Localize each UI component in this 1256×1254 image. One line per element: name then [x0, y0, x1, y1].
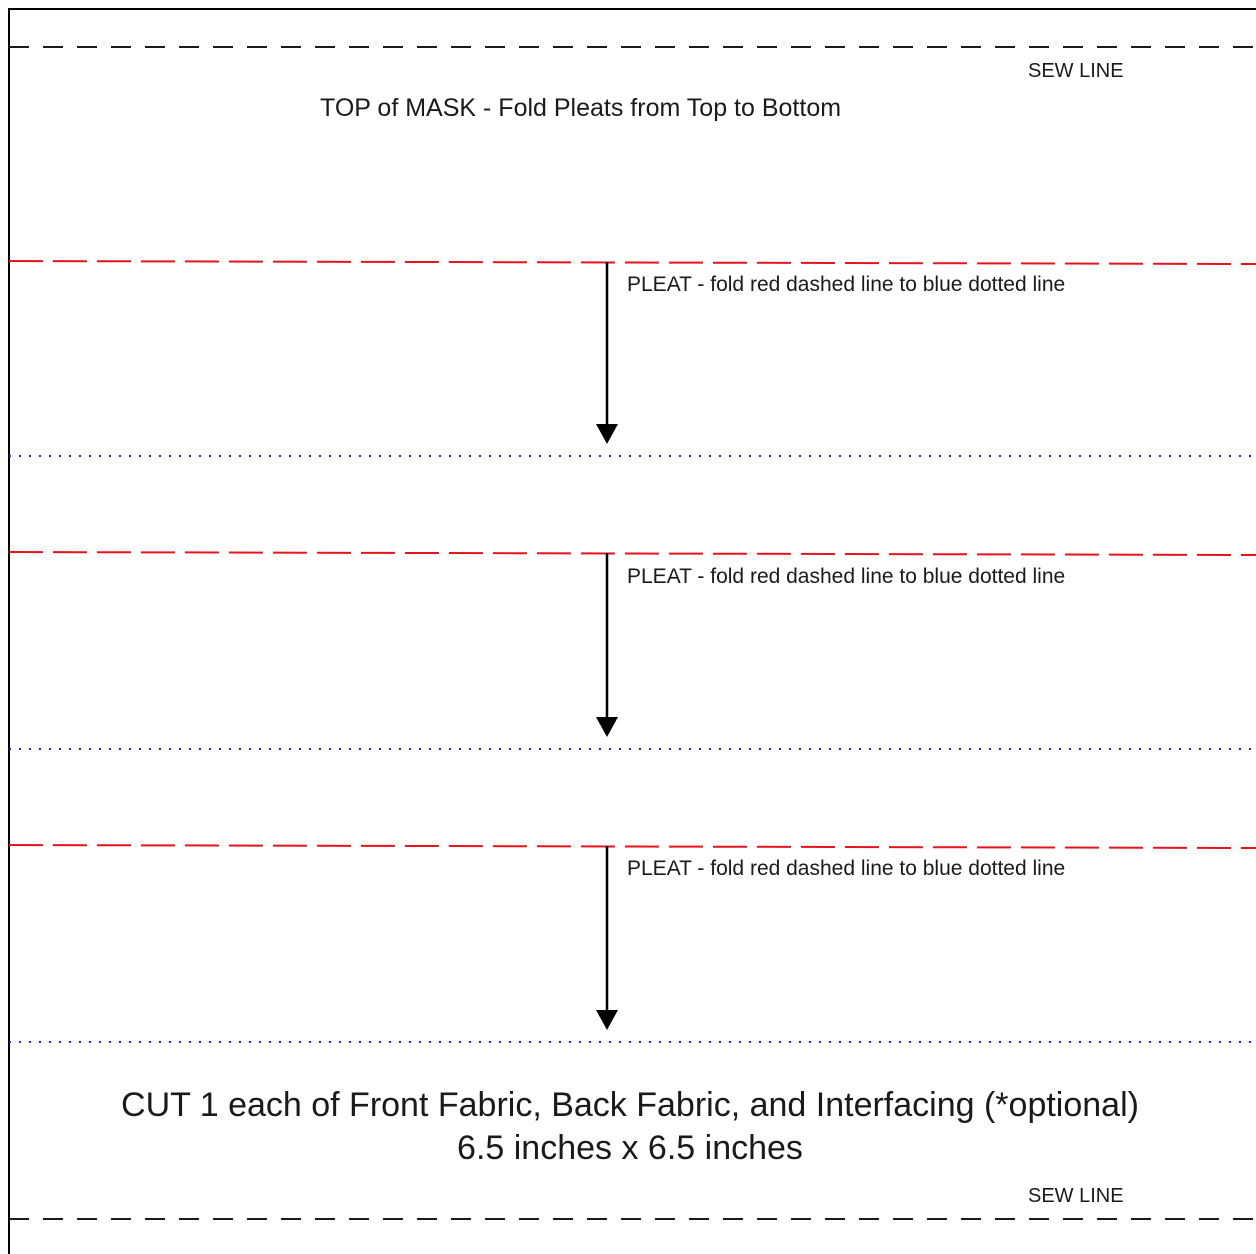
pleat-label-3: PLEAT - fold red dashed line to blue dot…	[627, 857, 1066, 880]
cut-instruction: CUT 1 each of Front Fabric, Back Fabric,…	[121, 1086, 1139, 1124]
sew-line-label-top: SEW LINE	[1028, 60, 1124, 82]
pleat-line-red-1	[8, 260, 1256, 265]
pattern-border	[8, 8, 1256, 1254]
sew-line-label-bottom: SEW LINE	[1028, 1185, 1124, 1207]
top-instruction: TOP of MASK - Fold Pleats from Top to Bo…	[320, 94, 842, 122]
pleat-line-red-3	[8, 844, 1256, 849]
down-arrow-icon	[596, 846, 618, 1030]
down-arrow-icon	[596, 553, 618, 737]
dimensions-label: 6.5 inches x 6.5 inches	[457, 1129, 803, 1167]
pleat-label-2: PLEAT - fold red dashed line to blue dot…	[627, 565, 1066, 588]
down-arrow-icon	[596, 262, 618, 444]
pleat-label-1: PLEAT - fold red dashed line to blue dot…	[627, 273, 1066, 296]
pleat-line-red-2	[8, 551, 1256, 556]
